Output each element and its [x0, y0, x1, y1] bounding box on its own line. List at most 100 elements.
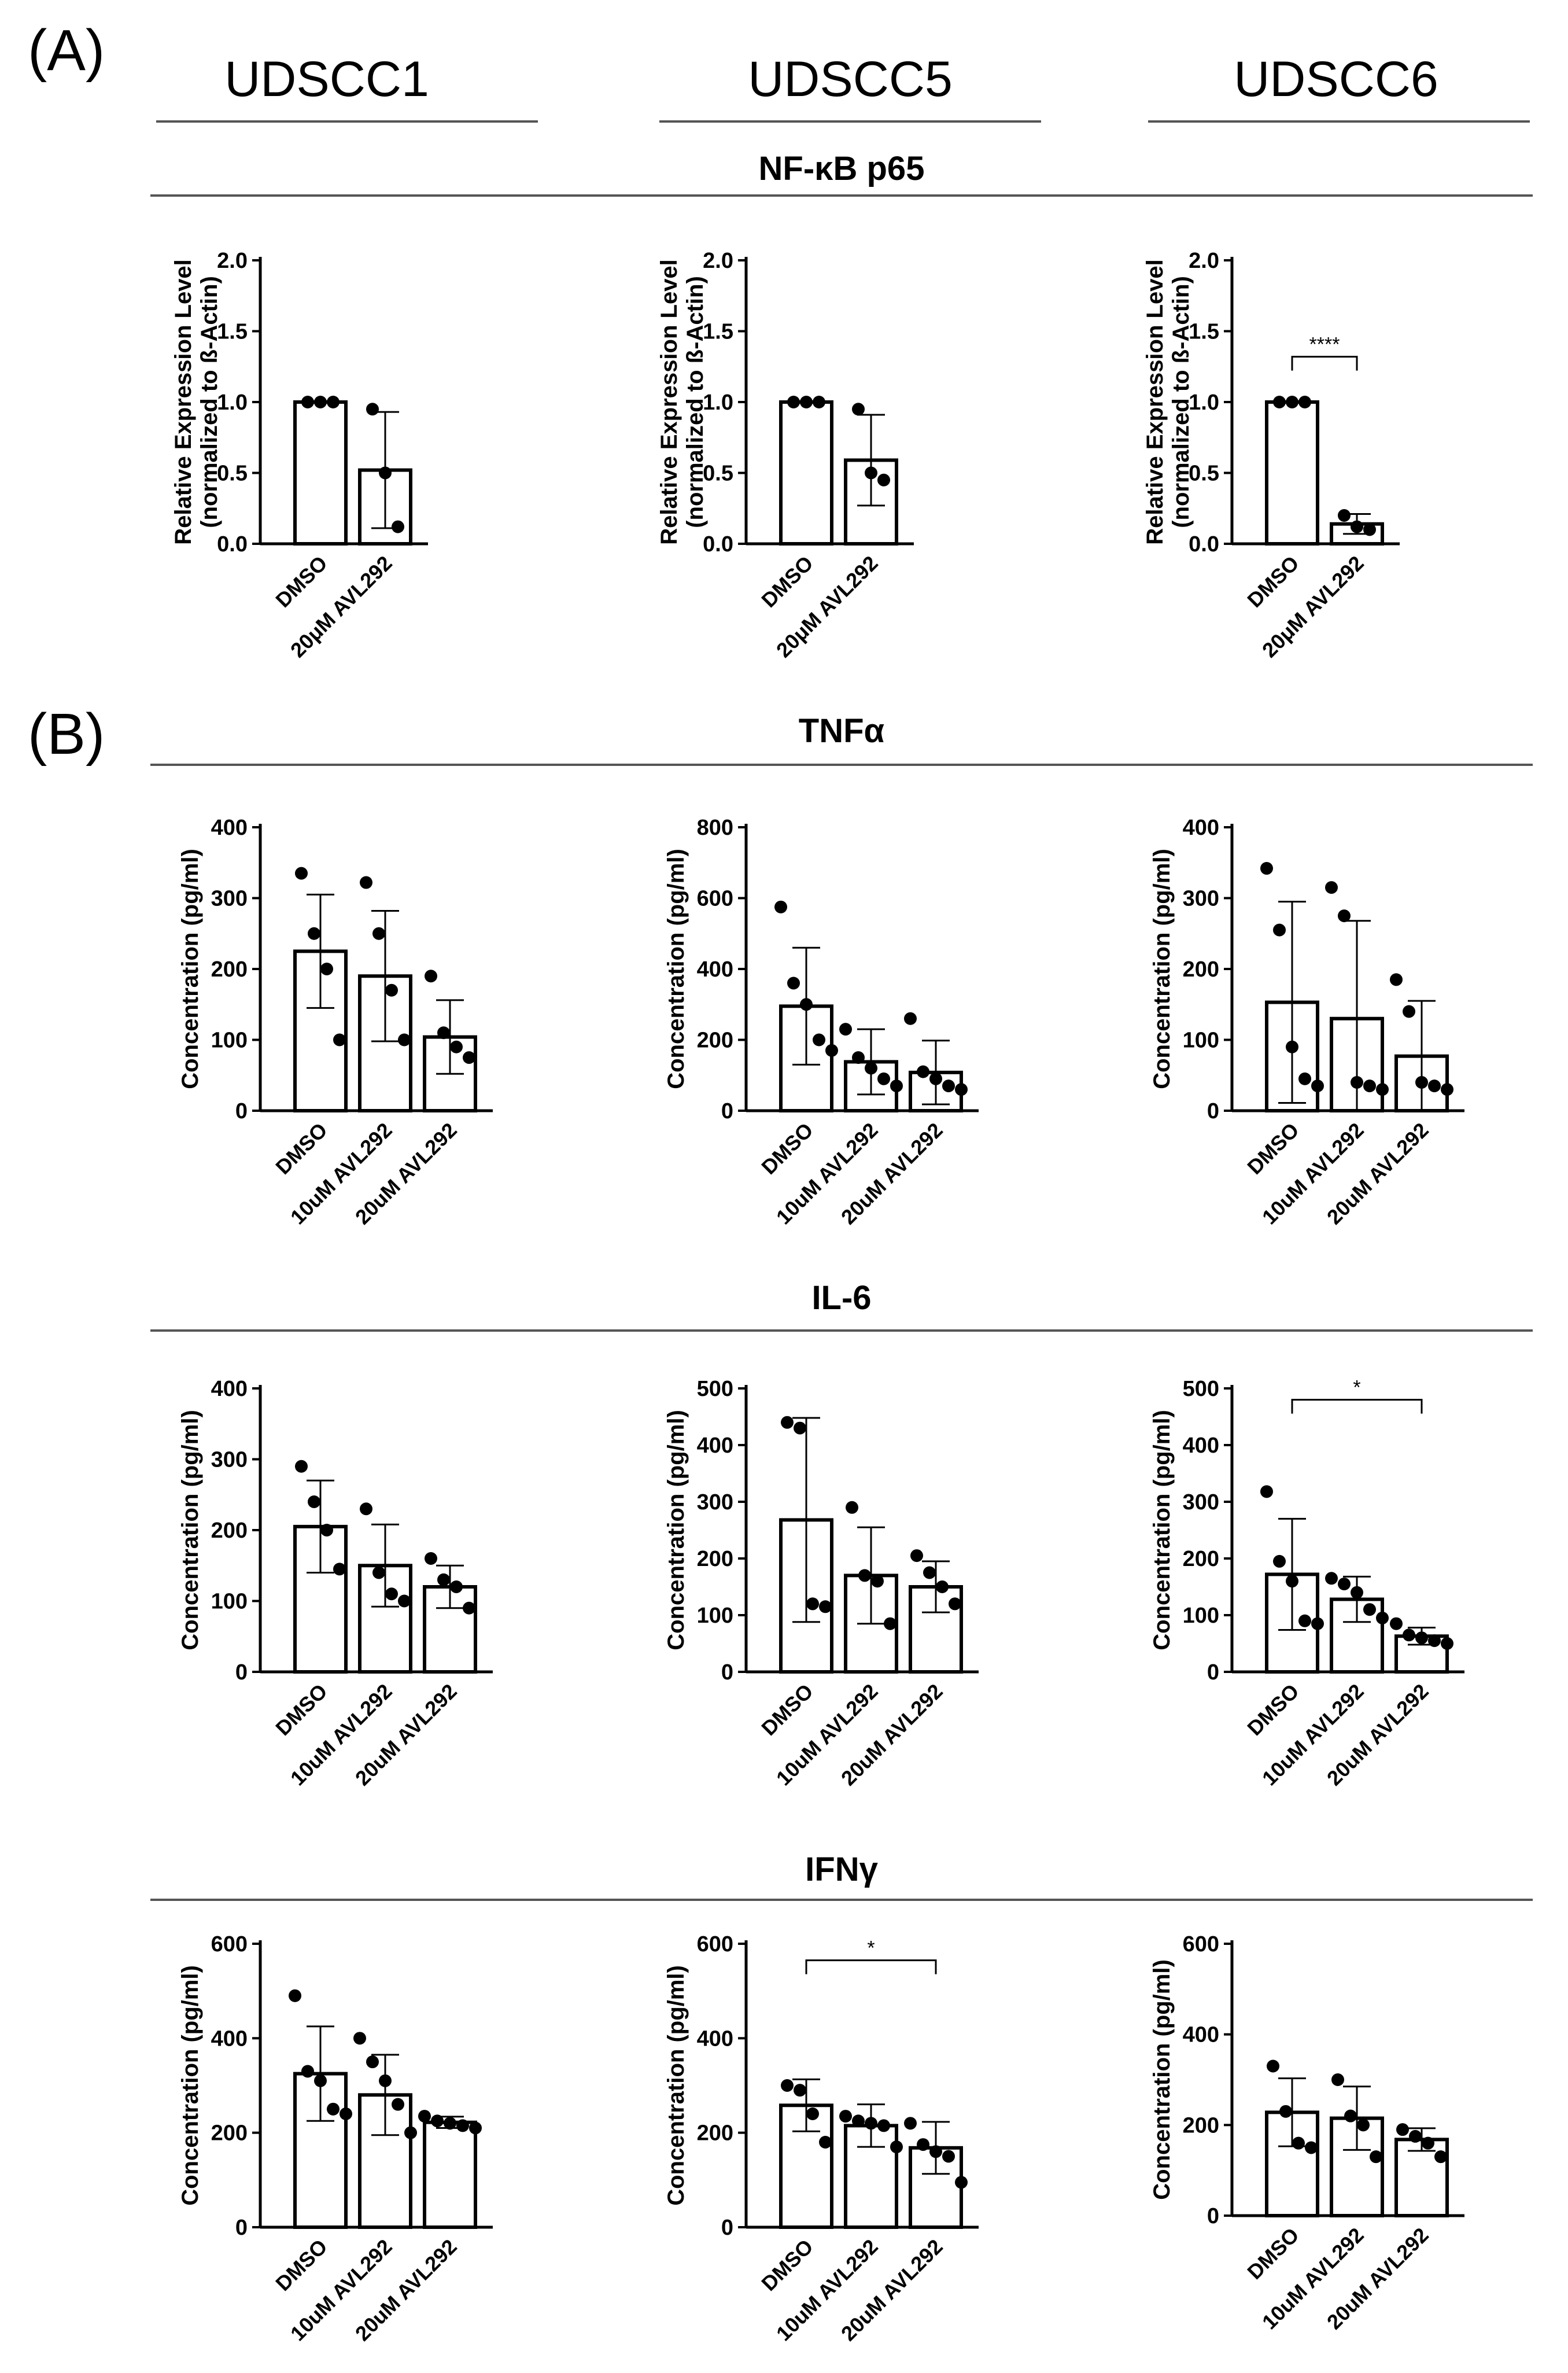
y-tick-label: 0 — [235, 2216, 248, 2240]
data-point — [463, 1601, 475, 1615]
data-point — [1292, 2136, 1305, 2150]
y-tick-label: 1.5 — [217, 320, 248, 344]
data-point — [463, 1051, 475, 1064]
data-point — [1344, 2109, 1357, 2123]
x-tick-label: DMSO — [757, 551, 817, 612]
y-axis-label: Concentration (pg/ml) — [178, 849, 203, 1089]
data-point — [437, 1573, 450, 1586]
data-point — [372, 1566, 385, 1579]
data-point — [1311, 1079, 1324, 1093]
significance-label: **** — [1309, 334, 1340, 356]
x-tick-label: DMSO — [1242, 1118, 1303, 1179]
data-point — [308, 927, 320, 940]
data-point — [890, 1079, 903, 1093]
data-point — [929, 2145, 942, 2158]
data-point — [366, 403, 379, 416]
y-tick-label: 400 — [1183, 816, 1219, 840]
bar — [1265, 400, 1319, 546]
y-tick-label: 800 — [697, 816, 733, 840]
chart-il6-udscc6: 0 100 200 300 400 500 Concentration (pg/ml) DMS… — [1149, 1377, 1464, 1790]
data-point — [949, 1597, 961, 1611]
data-point — [1415, 1076, 1428, 1089]
data-point — [806, 1597, 819, 1611]
data-point — [333, 1563, 346, 1576]
y-tick-label: 0 — [235, 1660, 248, 1685]
cell-line-underline-2 — [659, 120, 1041, 123]
data-point — [372, 927, 385, 940]
data-point — [1298, 1614, 1311, 1627]
y-tick-label: 200 — [697, 1547, 733, 1571]
y-tick-label: 0 — [721, 1099, 733, 1123]
y-tick-label: 200 — [211, 2121, 248, 2146]
data-point — [1441, 1083, 1453, 1096]
data-point — [1286, 1575, 1298, 1588]
data-point — [865, 2117, 877, 2130]
y-tick-label: 0.0 — [217, 532, 248, 557]
data-point — [404, 2126, 417, 2139]
significance-label: * — [867, 1937, 875, 1959]
y-tick-label: 200 — [1183, 957, 1219, 982]
data-point — [923, 1566, 936, 1579]
data-point — [871, 1575, 884, 1588]
data-point — [289, 1989, 301, 2002]
data-point — [333, 1033, 346, 1047]
cell-line-underline-3 — [1148, 120, 1530, 123]
data-point — [1338, 509, 1351, 522]
y-tick-label: 2.0 — [1189, 249, 1219, 273]
y-tick-label: 100 — [1183, 1029, 1219, 1053]
y-tick-label: 100 — [697, 1604, 733, 1628]
section-divider-nfkb — [150, 194, 1533, 197]
data-point — [800, 396, 813, 408]
chart-nfkb-udscc5: 0.0 0.5 1.0 1.5 2.0 Relative Expression Level… — [656, 249, 914, 662]
y-tick-label: 0.0 — [703, 532, 733, 557]
cell-line-title-udscc5: UDSCC5 — [748, 51, 953, 107]
panel-label-a: (A) — [28, 18, 105, 83]
data-point — [1351, 520, 1363, 533]
data-point — [1273, 1554, 1286, 1568]
y-tick-label: 400 — [697, 1434, 733, 1458]
data-point — [1279, 2105, 1292, 2118]
y-tick-label: 300 — [211, 1448, 248, 1472]
x-tick-label: DMSO — [1242, 2223, 1303, 2284]
y-tick-label: 200 — [1183, 2113, 1219, 2138]
data-point — [398, 1594, 411, 1608]
data-point — [917, 1065, 929, 1078]
data-point — [1351, 1586, 1363, 1599]
data-point — [1325, 1572, 1338, 1585]
chart-il6-udscc5: 0 100 200 300 400 500 Concentration (pg/ml) DMS… — [663, 1377, 979, 1790]
data-point — [890, 2140, 903, 2154]
section-title-nfkb: NF-κB p65 — [758, 150, 925, 187]
data-point — [936, 1580, 949, 1593]
data-point — [800, 998, 813, 1011]
x-tick-label: DMSO — [271, 1118, 331, 1179]
data-point — [819, 1600, 832, 1613]
data-point — [852, 2114, 865, 2128]
data-point — [806, 2107, 819, 2120]
y-axis-label: Relative Expression Level — [171, 259, 196, 545]
y-tick-label: 2.0 — [217, 249, 248, 273]
data-point — [469, 2121, 482, 2135]
data-point — [910, 1549, 923, 1563]
data-point — [385, 1587, 398, 1601]
data-point — [774, 900, 787, 913]
x-tick-label: DMSO — [1242, 1679, 1303, 1740]
data-point — [884, 1617, 896, 1630]
data-point — [858, 1569, 871, 1582]
data-point — [955, 1083, 968, 1096]
y-tick-label: 0.5 — [217, 462, 248, 486]
data-point — [1286, 396, 1298, 408]
data-point — [1357, 2118, 1370, 2132]
y-axis-label-secondary: (normalized to ß-Actin) — [197, 276, 222, 528]
x-tick-label: DMSO — [271, 2235, 331, 2295]
y-axis-label: Relative Expression Level — [656, 259, 682, 545]
section-title-ifng: IFNγ — [805, 1851, 878, 1888]
data-point — [379, 2074, 392, 2087]
chart-nfkb-udscc1: 0.0 0.5 1.0 1.5 2.0 Relative Expression Level… — [171, 249, 428, 662]
section-divider-il6 — [150, 1329, 1533, 1332]
cell-line-underline-1 — [156, 120, 538, 123]
data-point — [1363, 1603, 1376, 1616]
data-point — [1325, 881, 1338, 894]
y-tick-label: 0 — [1207, 1660, 1219, 1685]
